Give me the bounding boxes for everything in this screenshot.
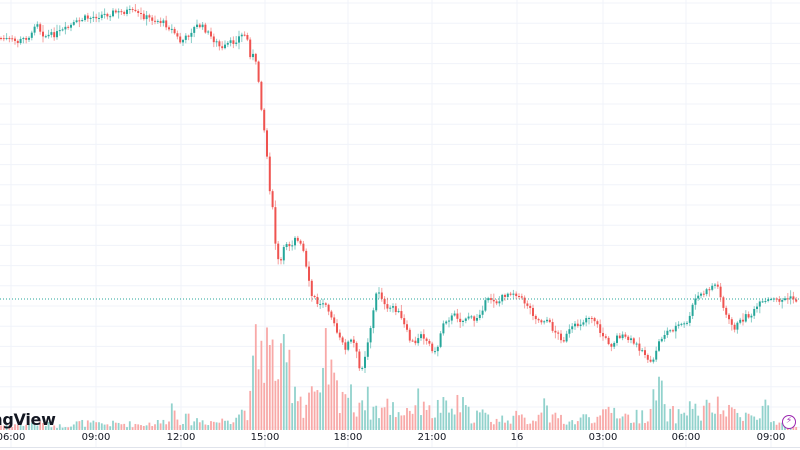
time-tick-label: 21:00 [417,432,447,443]
time-tick-label: 12:00 [166,432,196,443]
time-tick-label: 18:00 [333,432,363,443]
volume-bars [0,324,798,430]
tradingview-watermark[interactable]: TradingView [0,410,56,429]
time-tick-label: 06:00 [0,432,26,443]
time-tick-label: 15:00 [250,432,280,443]
time-tick-label: 09:00 [81,432,111,443]
time-tick-label: 16 [510,432,524,443]
lightning-bolt-icon[interactable]: ⚡ [782,415,796,429]
time-tick-label: 03:00 [588,432,618,443]
time-tick-label: 06:00 [671,432,701,443]
time-axis-border [0,447,800,448]
time-tick-label: 09:00 [756,432,786,443]
candles [0,4,798,373]
